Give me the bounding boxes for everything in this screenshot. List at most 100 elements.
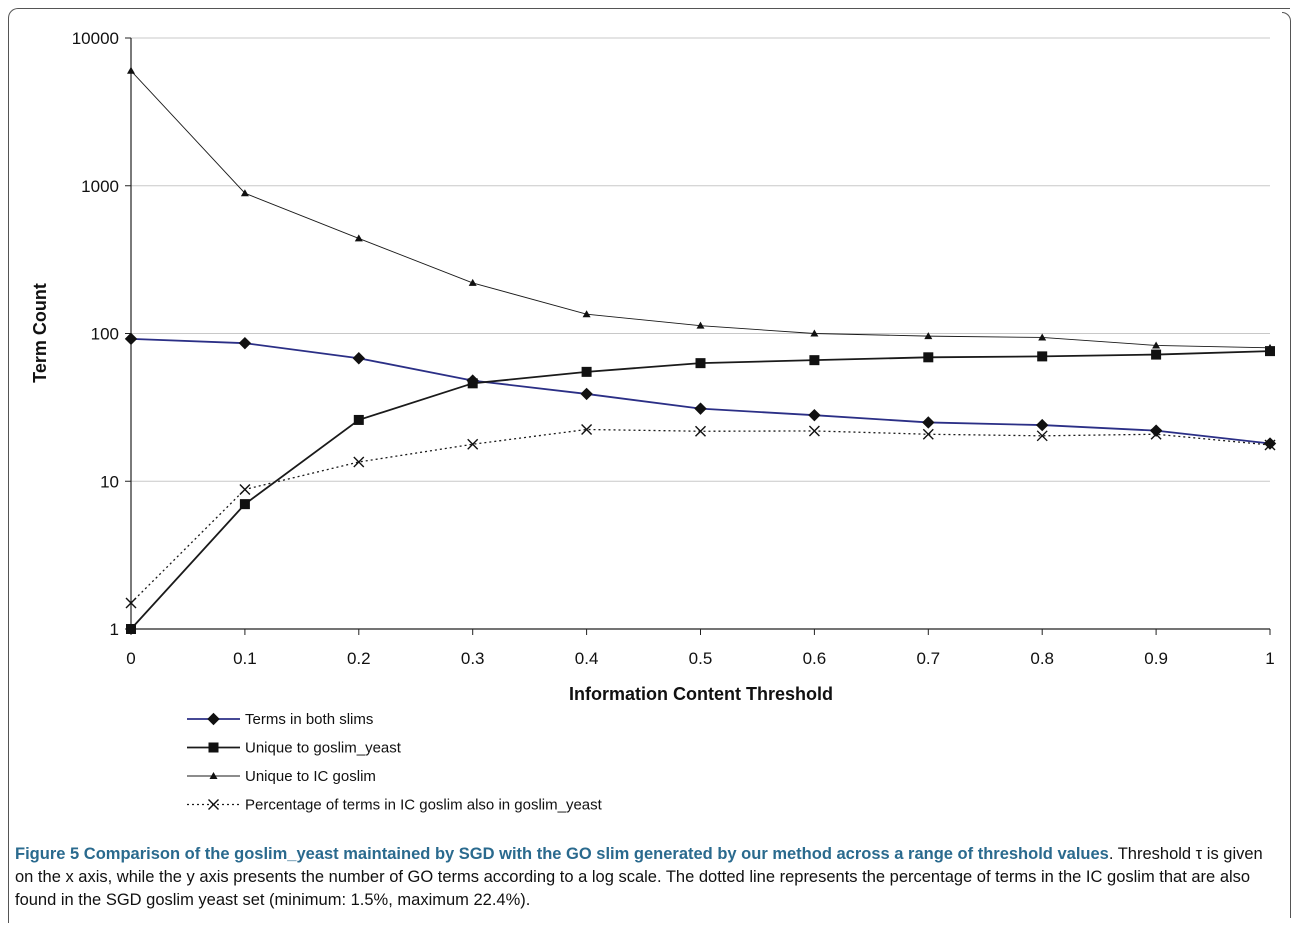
figure-frame-corner xyxy=(1282,12,1291,918)
data-point xyxy=(922,416,935,429)
legend-label: Unique to goslim_yeast xyxy=(245,740,402,757)
y-axis-label: Term Count xyxy=(30,283,50,383)
data-point xyxy=(239,499,250,510)
x-tick-label: 0.6 xyxy=(803,649,827,668)
x-marker-stroke xyxy=(467,438,479,450)
x-axis-ticks: 0 0.1 0.2 0.3 0.4 0.5 0.6 0.7 0.8 0.9 1 xyxy=(126,629,1275,668)
data-point xyxy=(582,310,591,318)
series-4 xyxy=(125,424,1276,609)
data-point xyxy=(354,234,363,242)
x-tick-label: 0 xyxy=(126,649,135,668)
caption-title: Figure 5 Comparison of the goslim_yeast … xyxy=(15,845,1109,863)
x-marker-stroke xyxy=(239,483,251,495)
figure-frame xyxy=(8,8,1290,923)
data-point xyxy=(694,402,707,415)
data-point xyxy=(353,414,364,425)
data-point xyxy=(695,358,706,369)
legend-marker xyxy=(207,712,220,726)
x-marker-stroke xyxy=(808,425,820,437)
x-tick-label: 0.7 xyxy=(916,649,940,668)
data-point xyxy=(353,456,365,468)
x-tick-label: 1 xyxy=(1265,649,1274,668)
grid-lines xyxy=(131,37,1270,482)
legend-label: Percentage of terms in IC goslim also in… xyxy=(245,797,603,814)
data-point xyxy=(580,387,593,401)
line-chart: 1 10 100 1000 10000 0 0.1 0.2 0.3 0.4 0.5 0.6 0.7 0.… xyxy=(30,29,1277,814)
data-point xyxy=(1152,341,1161,349)
y-axis-ticks: 1 10 100 1000 10000 xyxy=(72,29,131,639)
data-point xyxy=(1266,343,1274,351)
x-tick-label: 0.9 xyxy=(1144,649,1168,668)
y-tick-label: 1000 xyxy=(81,177,119,196)
data-point xyxy=(125,597,137,609)
y-tick-label: 100 xyxy=(91,325,119,344)
data-point xyxy=(695,425,706,437)
data-point xyxy=(238,336,252,350)
data-point xyxy=(239,483,251,495)
data-point xyxy=(1035,418,1049,432)
caption-title-text: Comparison of the goslim_yeast maintaine… xyxy=(83,845,1109,863)
data-point xyxy=(1036,430,1048,442)
x-marker-stroke xyxy=(922,428,934,440)
y-tick-label: 10 xyxy=(100,472,119,491)
data-point xyxy=(124,332,138,346)
data-point xyxy=(240,189,249,197)
series-line xyxy=(130,428,1271,604)
data-point xyxy=(1263,437,1277,450)
data-series xyxy=(124,66,1277,634)
legend: Terms in both slims Unique to goslim_yeas… xyxy=(187,711,603,814)
x-marker-stroke xyxy=(1036,430,1048,442)
x-tick-label: 0.1 xyxy=(233,649,257,668)
series-2 xyxy=(126,346,1275,634)
data-point xyxy=(352,352,366,365)
caption-body-1: . Threshold xyxy=(1108,845,1196,863)
series-line xyxy=(130,70,1271,349)
data-point xyxy=(810,329,819,337)
series-3 xyxy=(127,66,1274,351)
data-point xyxy=(1038,333,1047,341)
legend-label: Unique to IC goslim xyxy=(245,768,376,785)
data-point xyxy=(924,332,933,340)
data-point xyxy=(1037,351,1048,362)
series-line xyxy=(130,337,1271,445)
legend-item-3: Unique to IC goslim xyxy=(187,768,376,785)
x-marker-stroke xyxy=(1150,428,1162,440)
data-point xyxy=(467,438,479,450)
x-marker-stroke xyxy=(695,425,706,437)
x-marker-stroke xyxy=(125,597,137,609)
legend-item-2: Unique to goslim_yeast xyxy=(187,740,402,757)
data-point xyxy=(1149,424,1163,437)
x-marker-stroke xyxy=(353,456,365,468)
x-marker-stroke xyxy=(1264,439,1276,451)
caption-label: Figure 5 xyxy=(15,845,80,863)
data-point xyxy=(1264,439,1276,451)
legend-label: Terms in both slims xyxy=(245,711,373,728)
series-line xyxy=(130,350,1271,630)
legend-marker xyxy=(208,742,219,753)
data-point xyxy=(581,366,592,377)
data-point xyxy=(126,624,136,634)
data-point xyxy=(808,408,821,422)
data-point xyxy=(468,278,477,286)
caption-symbol: τ xyxy=(1195,845,1203,863)
figure-caption: Figure 5 Comparison of the goslim_yeast … xyxy=(15,843,1280,912)
data-point xyxy=(1265,346,1275,357)
x-tick-label: 0.8 xyxy=(1030,649,1054,668)
legend-item-4: Percentage of terms in IC goslim also in… xyxy=(187,797,603,814)
data-point xyxy=(922,428,934,440)
caption-body-2: is given on the x axis, while the y axis… xyxy=(15,845,1263,909)
data-point xyxy=(809,355,820,366)
legend-marker xyxy=(208,799,219,810)
x-tick-label: 0.3 xyxy=(461,649,485,668)
data-point xyxy=(923,352,934,363)
data-point xyxy=(127,66,135,74)
x-tick-label: 0.4 xyxy=(575,649,599,668)
data-point xyxy=(467,378,478,389)
x-marker-stroke xyxy=(581,424,593,435)
data-point xyxy=(1150,428,1162,440)
x-tick-label: 0.2 xyxy=(347,649,371,668)
series-1 xyxy=(124,332,1277,450)
x-tick-label: 0.5 xyxy=(689,649,713,668)
y-tick-label: 1 xyxy=(110,620,119,639)
y-tick-label: 10000 xyxy=(72,29,119,48)
